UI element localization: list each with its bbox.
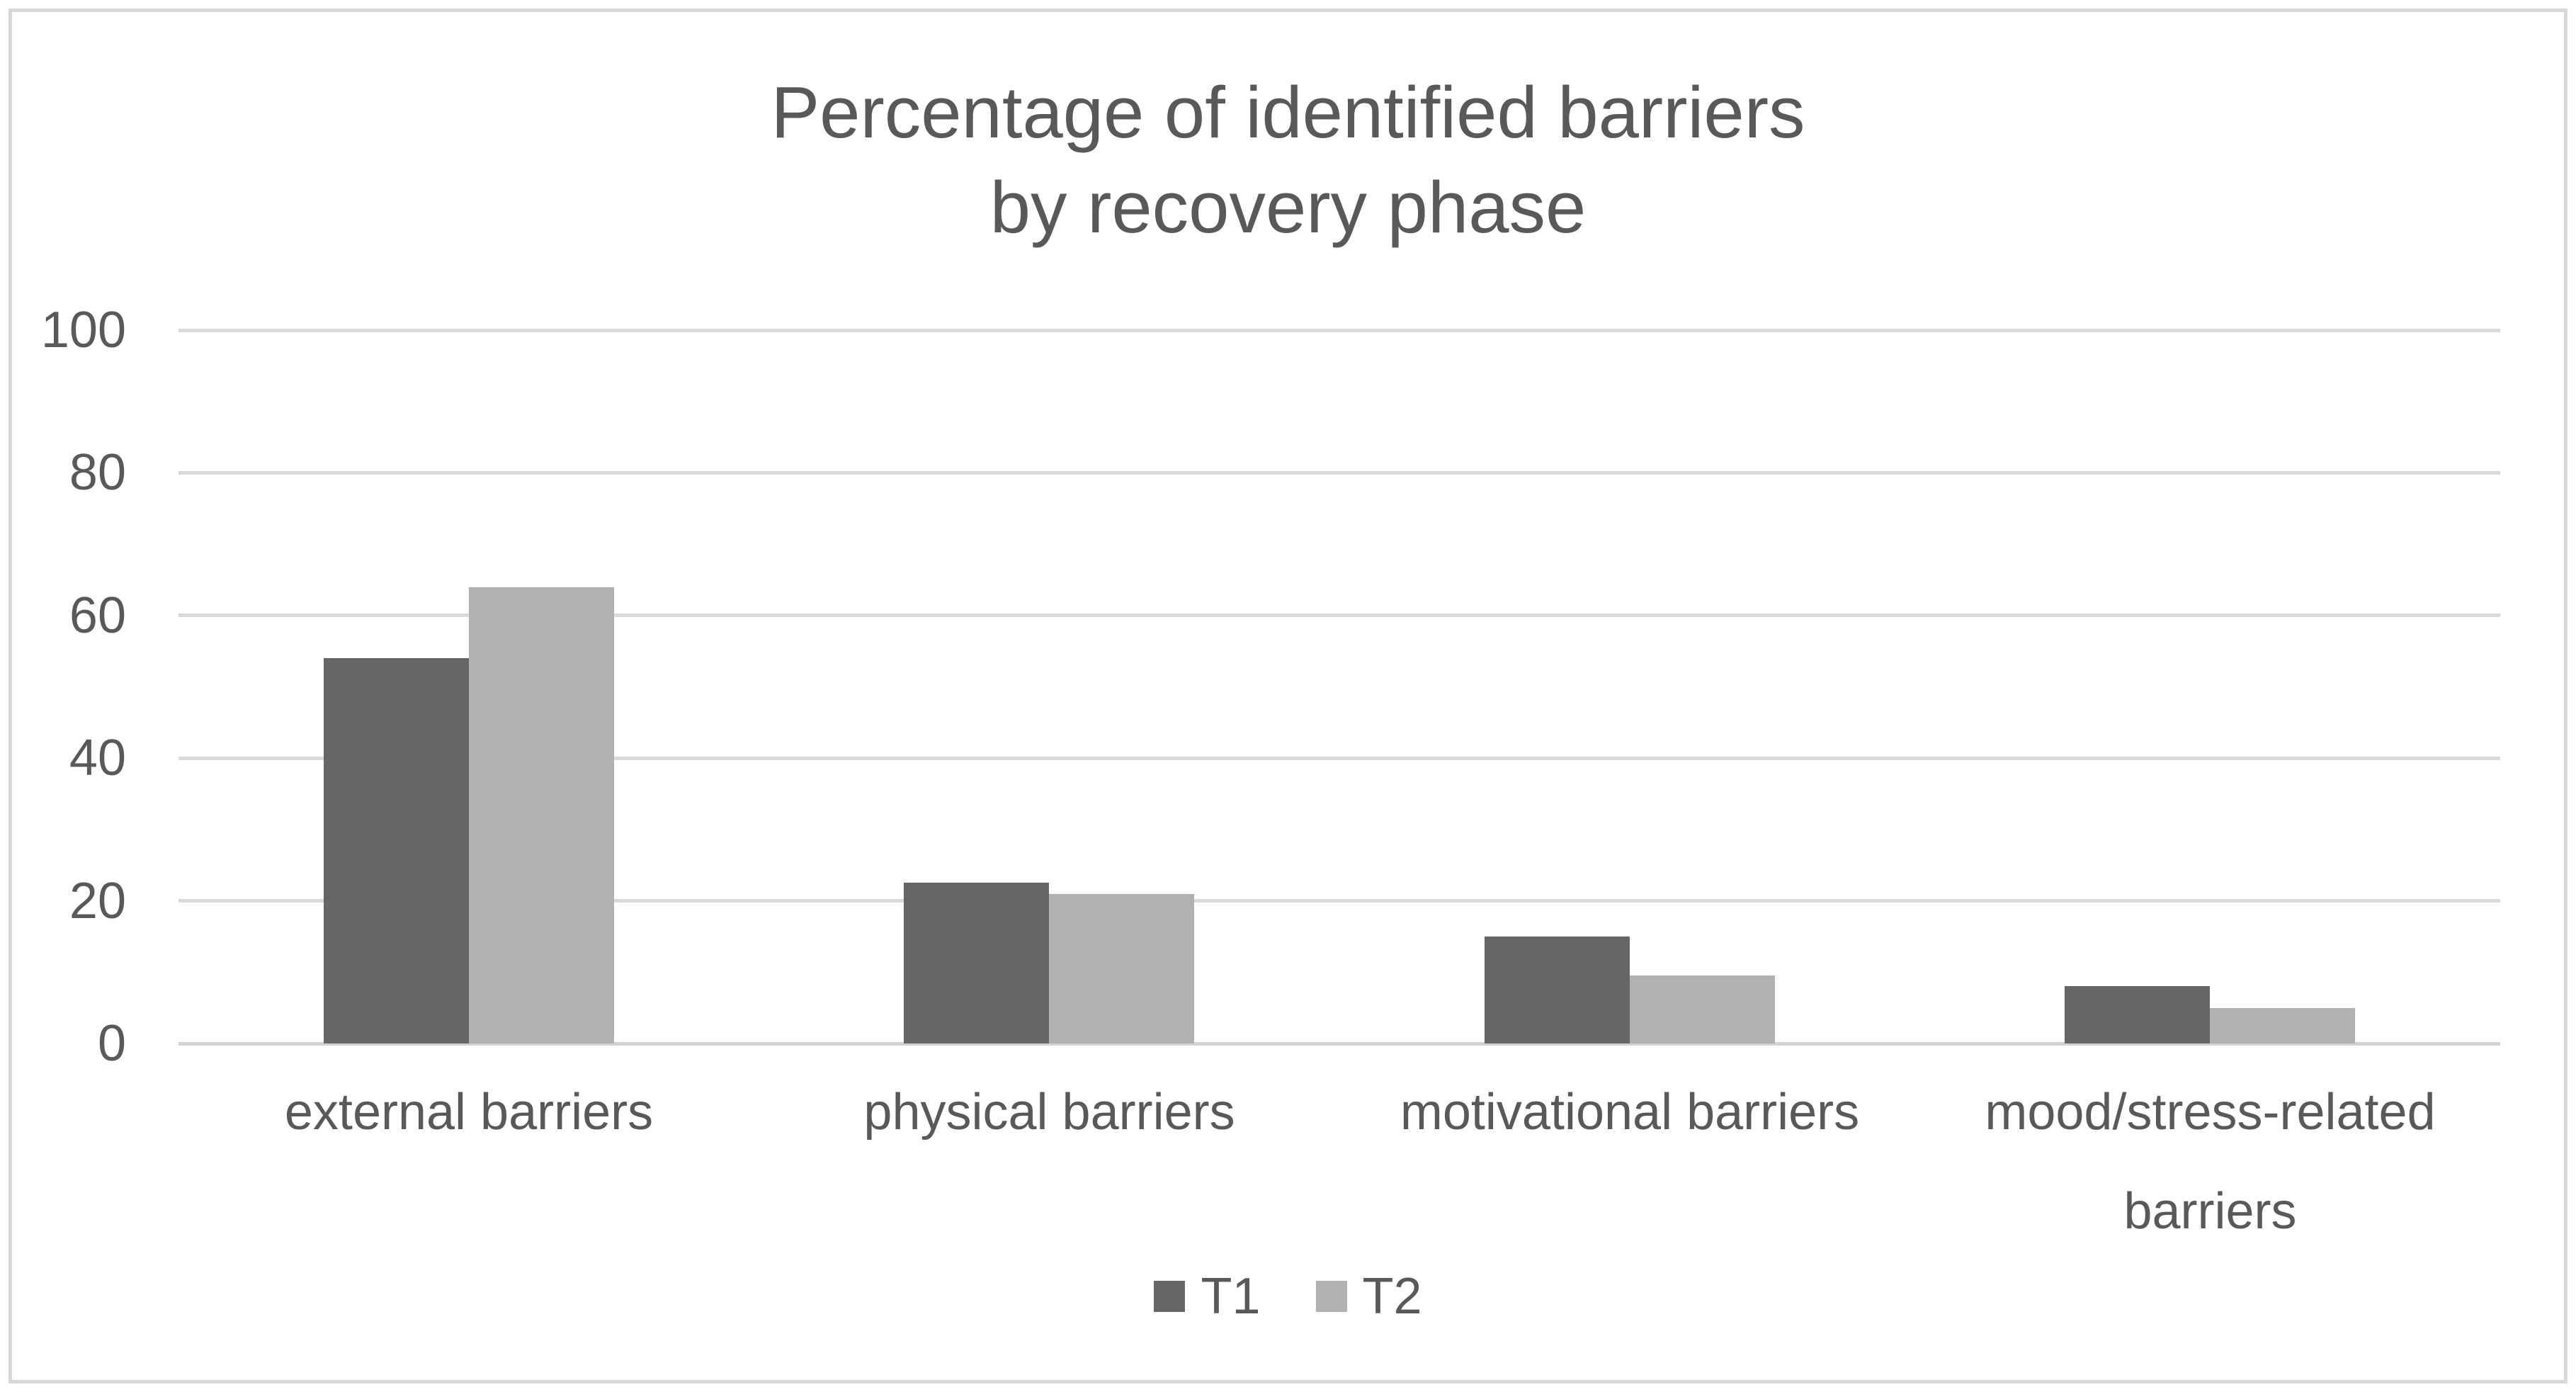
gridline-20 bbox=[178, 899, 2500, 903]
legend-swatch-t2 bbox=[1315, 1281, 1347, 1312]
y-tick-label-80: 80 bbox=[69, 444, 126, 502]
legend-item-t2: T2 bbox=[1315, 1268, 1422, 1325]
y-tick-label-100: 100 bbox=[40, 302, 126, 358]
x-axis-line bbox=[178, 1041, 2500, 1046]
bar-t2-2 bbox=[1049, 893, 1195, 1043]
y-tick-label-0: 0 bbox=[97, 1015, 126, 1072]
gridline-80 bbox=[178, 470, 2500, 475]
category-label-2: physical barriers bbox=[863, 1084, 1235, 1141]
gridline-100 bbox=[178, 328, 2500, 332]
legend: T1 T2 bbox=[0, 1264, 2576, 1328]
y-tick-label-20: 20 bbox=[69, 872, 126, 929]
bar-t1-2 bbox=[904, 883, 1050, 1043]
bar-t1-3 bbox=[1484, 936, 1630, 1043]
plot-area bbox=[178, 328, 2500, 1046]
legend-label-t2: T2 bbox=[1362, 1268, 1422, 1325]
chart-title-line-2: by recovery phase bbox=[989, 166, 1587, 248]
bar-t1-4 bbox=[2065, 986, 2211, 1043]
bar-t2-4 bbox=[2210, 1007, 2356, 1043]
chart-title-line-1: Percentage of identified barriers bbox=[771, 72, 1805, 153]
legend-label-t1: T1 bbox=[1201, 1268, 1261, 1325]
category-label-1: external barriers bbox=[284, 1084, 654, 1141]
chart-title: Percentage of identified barriers by rec… bbox=[0, 65, 2576, 255]
bar-t1-1 bbox=[323, 658, 469, 1043]
y-tick-label-40: 40 bbox=[69, 730, 126, 787]
legend-swatch-t1 bbox=[1154, 1281, 1186, 1312]
bar-t2-1 bbox=[468, 587, 614, 1043]
bar-t2-3 bbox=[1629, 975, 1775, 1043]
y-tick-label-60: 60 bbox=[69, 587, 126, 644]
gridline-40 bbox=[178, 756, 2500, 760]
category-label-4: mood/stress-related barriers bbox=[1985, 1084, 2436, 1240]
gridline-60 bbox=[178, 613, 2500, 618]
legend-item-t1: T1 bbox=[1154, 1268, 1261, 1325]
category-label-3: motivational barriers bbox=[1400, 1084, 1860, 1141]
